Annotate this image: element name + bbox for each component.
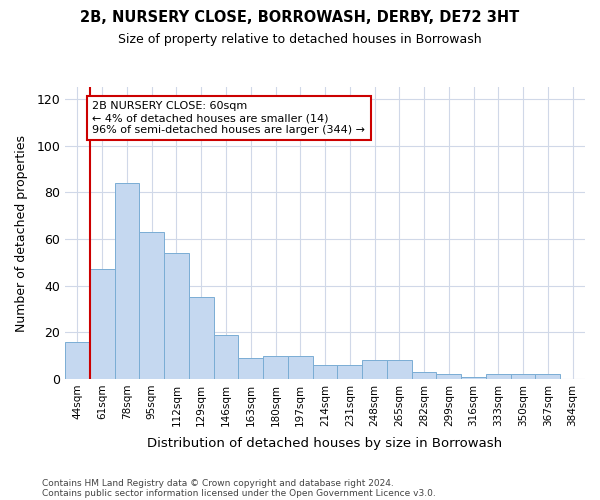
Bar	[288, 356, 313, 379]
Bar	[535, 374, 560, 379]
Bar	[461, 376, 486, 379]
Bar	[436, 374, 461, 379]
Text: Size of property relative to detached houses in Borrowash: Size of property relative to detached ho…	[118, 32, 482, 46]
X-axis label: Distribution of detached houses by size in Borrowash: Distribution of detached houses by size …	[148, 437, 503, 450]
Bar	[263, 356, 288, 379]
Text: Contains public sector information licensed under the Open Government Licence v3: Contains public sector information licen…	[42, 488, 436, 498]
Bar	[214, 334, 238, 379]
Bar	[511, 374, 535, 379]
Bar	[139, 232, 164, 379]
Bar	[90, 270, 115, 379]
Y-axis label: Number of detached properties: Number of detached properties	[15, 134, 28, 332]
Bar	[362, 360, 387, 379]
Text: 2B NURSERY CLOSE: 60sqm
← 4% of detached houses are smaller (14)
96% of semi-det: 2B NURSERY CLOSE: 60sqm ← 4% of detached…	[92, 102, 365, 134]
Text: Contains HM Land Registry data © Crown copyright and database right 2024.: Contains HM Land Registry data © Crown c…	[42, 478, 394, 488]
Text: 2B, NURSERY CLOSE, BORROWASH, DERBY, DE72 3HT: 2B, NURSERY CLOSE, BORROWASH, DERBY, DE7…	[80, 10, 520, 25]
Bar	[189, 298, 214, 379]
Bar	[387, 360, 412, 379]
Bar	[412, 372, 436, 379]
Bar	[65, 342, 90, 379]
Bar	[115, 183, 139, 379]
Bar	[238, 358, 263, 379]
Bar	[337, 365, 362, 379]
Bar	[486, 374, 511, 379]
Bar	[313, 365, 337, 379]
Bar	[164, 253, 189, 379]
